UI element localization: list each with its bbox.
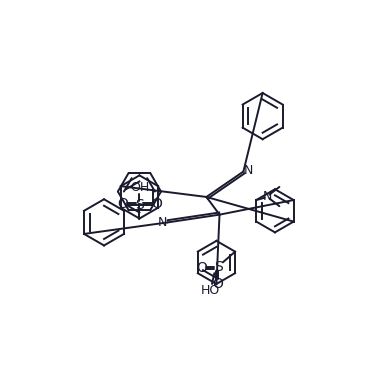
Text: N: N xyxy=(158,216,167,229)
Text: OH: OH xyxy=(130,181,149,194)
Text: O: O xyxy=(117,197,128,211)
Text: O: O xyxy=(151,197,162,211)
Text: S: S xyxy=(135,198,144,212)
Text: HO: HO xyxy=(201,284,220,297)
Text: O: O xyxy=(196,261,207,275)
Text: N: N xyxy=(263,190,272,203)
Text: O: O xyxy=(212,277,223,291)
Text: N: N xyxy=(243,163,253,177)
Text: S: S xyxy=(214,260,223,274)
